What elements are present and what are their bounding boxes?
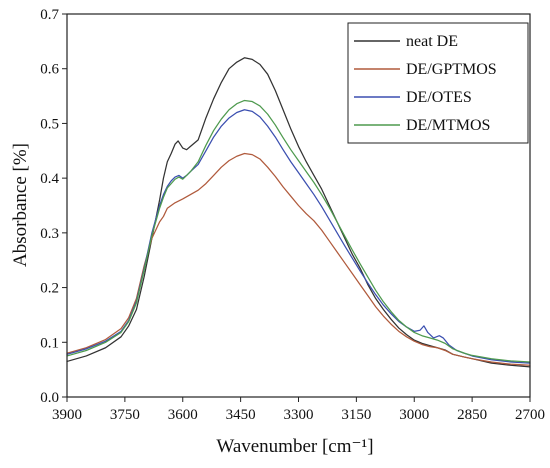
- x-tick-label: 3000: [399, 407, 429, 423]
- y-tick-label: 0.5: [40, 116, 59, 132]
- legend-label: DE/OTES: [406, 89, 472, 106]
- series-line-de-mtmos: [66, 99, 531, 363]
- legend-box: [347, 22, 529, 144]
- ticks: 3900 3750 3600 3450 3300 3150 3000 2850 2700 0.0 0…: [40, 7, 545, 423]
- x-tick-label: 2700: [515, 407, 545, 423]
- x-tick-label: 3900: [52, 407, 82, 423]
- series-line-neat-de: [66, 57, 531, 368]
- plot-lines: [66, 57, 531, 368]
- y-tick-label: 0.1: [40, 335, 59, 351]
- legend-label: neat DE: [406, 33, 458, 50]
- x-tick-label: 3750: [110, 407, 140, 423]
- y-tick-label: 0.7: [40, 7, 59, 23]
- x-tick-label: 3600: [168, 407, 198, 423]
- y-tick-label: 0.3: [40, 226, 59, 242]
- legend-label: DE/GPTMOS: [406, 61, 497, 78]
- x-axis-title: Wavenumber [cm⁻¹]: [216, 436, 373, 457]
- x-tick-label: 3300: [284, 407, 314, 423]
- y-tick-label: 0.0: [40, 390, 59, 406]
- y-tick-label: 0.4: [40, 171, 59, 187]
- x-tick-label: 3150: [341, 407, 371, 423]
- y-tick-label: 0.6: [40, 62, 59, 78]
- series-line-de-gptmos: [66, 152, 531, 366]
- legend: neat DE DE/GPTMOS DE/OTES DE/MTMOS: [347, 22, 529, 144]
- x-tick-label: 3450: [226, 407, 256, 423]
- series-line-de-otes: [66, 109, 531, 364]
- y-axis-title: Absorbance [%]: [10, 143, 31, 267]
- x-tick-label: 2850: [457, 407, 487, 423]
- y-tick-label: 0.2: [40, 281, 59, 297]
- legend-label: DE/MTMOS: [406, 117, 490, 134]
